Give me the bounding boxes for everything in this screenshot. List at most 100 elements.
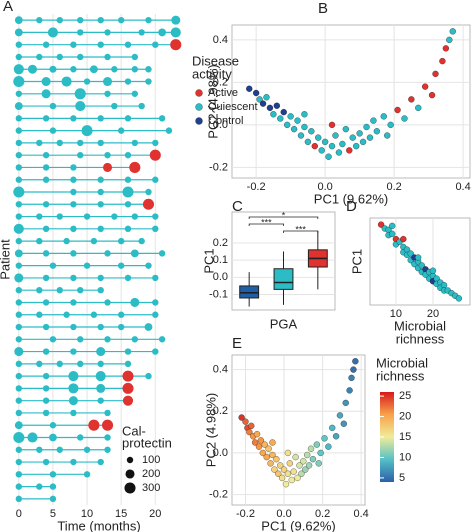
point xyxy=(332,433,340,440)
x-tick-label: 10 xyxy=(390,308,402,320)
point xyxy=(308,128,315,135)
visit-dot xyxy=(77,360,84,368)
point xyxy=(280,108,287,116)
visit-dot xyxy=(124,151,132,159)
visit-dot xyxy=(42,385,50,392)
visit-dot xyxy=(15,311,23,318)
x-axis-title: richness xyxy=(396,331,445,346)
legend-label: Quiescent xyxy=(208,101,258,113)
visit-dot xyxy=(15,53,23,61)
point xyxy=(321,435,328,442)
point xyxy=(284,470,292,477)
x-tick-label: 0.4 xyxy=(455,181,470,193)
point xyxy=(267,460,274,467)
point xyxy=(294,474,301,482)
visit-dot xyxy=(36,483,43,490)
legend-swatch xyxy=(195,103,203,111)
visit-dot xyxy=(15,336,23,343)
point xyxy=(255,443,263,450)
visit-dot xyxy=(70,115,77,122)
visit-dot xyxy=(14,16,23,25)
visit-dot xyxy=(42,176,50,183)
visit-dot xyxy=(152,213,159,220)
plot-area xyxy=(12,14,186,505)
point xyxy=(342,125,350,133)
visit-dot xyxy=(15,385,23,392)
visit-dot xyxy=(27,432,38,443)
visit-dot xyxy=(49,483,57,490)
colorbar-tick-label: 10 xyxy=(399,451,411,463)
visit-dot xyxy=(122,370,134,382)
visit-dot xyxy=(165,127,173,134)
point xyxy=(446,36,453,44)
significance-bracket xyxy=(283,230,319,233)
point xyxy=(383,132,391,139)
point xyxy=(292,453,299,461)
point xyxy=(414,254,422,261)
point xyxy=(301,111,308,118)
point xyxy=(370,117,377,124)
point xyxy=(442,45,450,52)
plot-area xyxy=(231,24,471,179)
y-tick-label: 0.0 xyxy=(213,119,228,131)
visit-dot xyxy=(145,66,152,73)
visit-dot xyxy=(15,115,23,122)
visit-dot xyxy=(131,336,139,343)
significance-label: * xyxy=(282,210,286,220)
point xyxy=(313,441,321,448)
visit-dot xyxy=(77,151,84,159)
visit-dot xyxy=(49,262,57,269)
point xyxy=(269,451,276,459)
visit-dot xyxy=(145,16,152,24)
visit-dot xyxy=(122,395,134,406)
visit-dot xyxy=(36,237,43,245)
legend-label: Active xyxy=(208,87,238,99)
visit-dot xyxy=(15,495,23,503)
visit-dot xyxy=(36,446,43,453)
colorbar-tick-label: 25 xyxy=(399,390,411,402)
visit-dot xyxy=(97,176,104,183)
x-tick-label: 0 xyxy=(16,508,22,520)
visit-dot xyxy=(130,297,140,307)
point xyxy=(259,449,267,457)
visit-dot xyxy=(13,75,25,88)
visit-dot xyxy=(145,78,152,85)
visit-dot xyxy=(104,336,111,343)
visit-dot xyxy=(15,323,23,331)
colorbar-tick-label: 15 xyxy=(399,431,411,443)
colorbar-tick-label: 20 xyxy=(399,410,411,422)
significance-label: *** xyxy=(261,217,272,227)
visit-dot xyxy=(97,139,104,147)
visit-dot xyxy=(70,250,77,257)
visit-dot xyxy=(131,213,139,220)
visit-dot xyxy=(152,225,159,233)
point xyxy=(380,113,388,120)
visit-dot xyxy=(104,434,111,441)
visit-dot xyxy=(36,360,43,368)
visit-dot xyxy=(97,115,104,122)
visit-dot xyxy=(77,286,84,294)
visit-dot xyxy=(15,360,23,368)
visit-dot xyxy=(42,348,50,355)
visit-dot xyxy=(49,336,57,343)
point xyxy=(275,470,282,477)
visit-dot xyxy=(170,27,181,38)
point xyxy=(273,455,280,463)
visit-dot xyxy=(74,88,86,100)
visit-dot xyxy=(70,66,77,73)
visit-dot xyxy=(56,446,63,453)
point xyxy=(366,134,374,141)
y-axis-title: Patient xyxy=(0,239,12,280)
point xyxy=(352,142,360,150)
visit-dot xyxy=(158,250,166,257)
box xyxy=(273,268,294,290)
visit-dot xyxy=(77,29,84,36)
point xyxy=(352,358,359,365)
point xyxy=(257,437,265,444)
colorbar-title: Microbial xyxy=(376,355,428,370)
point xyxy=(296,462,303,469)
visit-dot xyxy=(152,311,159,318)
visit-dot xyxy=(47,27,59,38)
visit-dot xyxy=(70,323,77,331)
point xyxy=(373,128,381,135)
